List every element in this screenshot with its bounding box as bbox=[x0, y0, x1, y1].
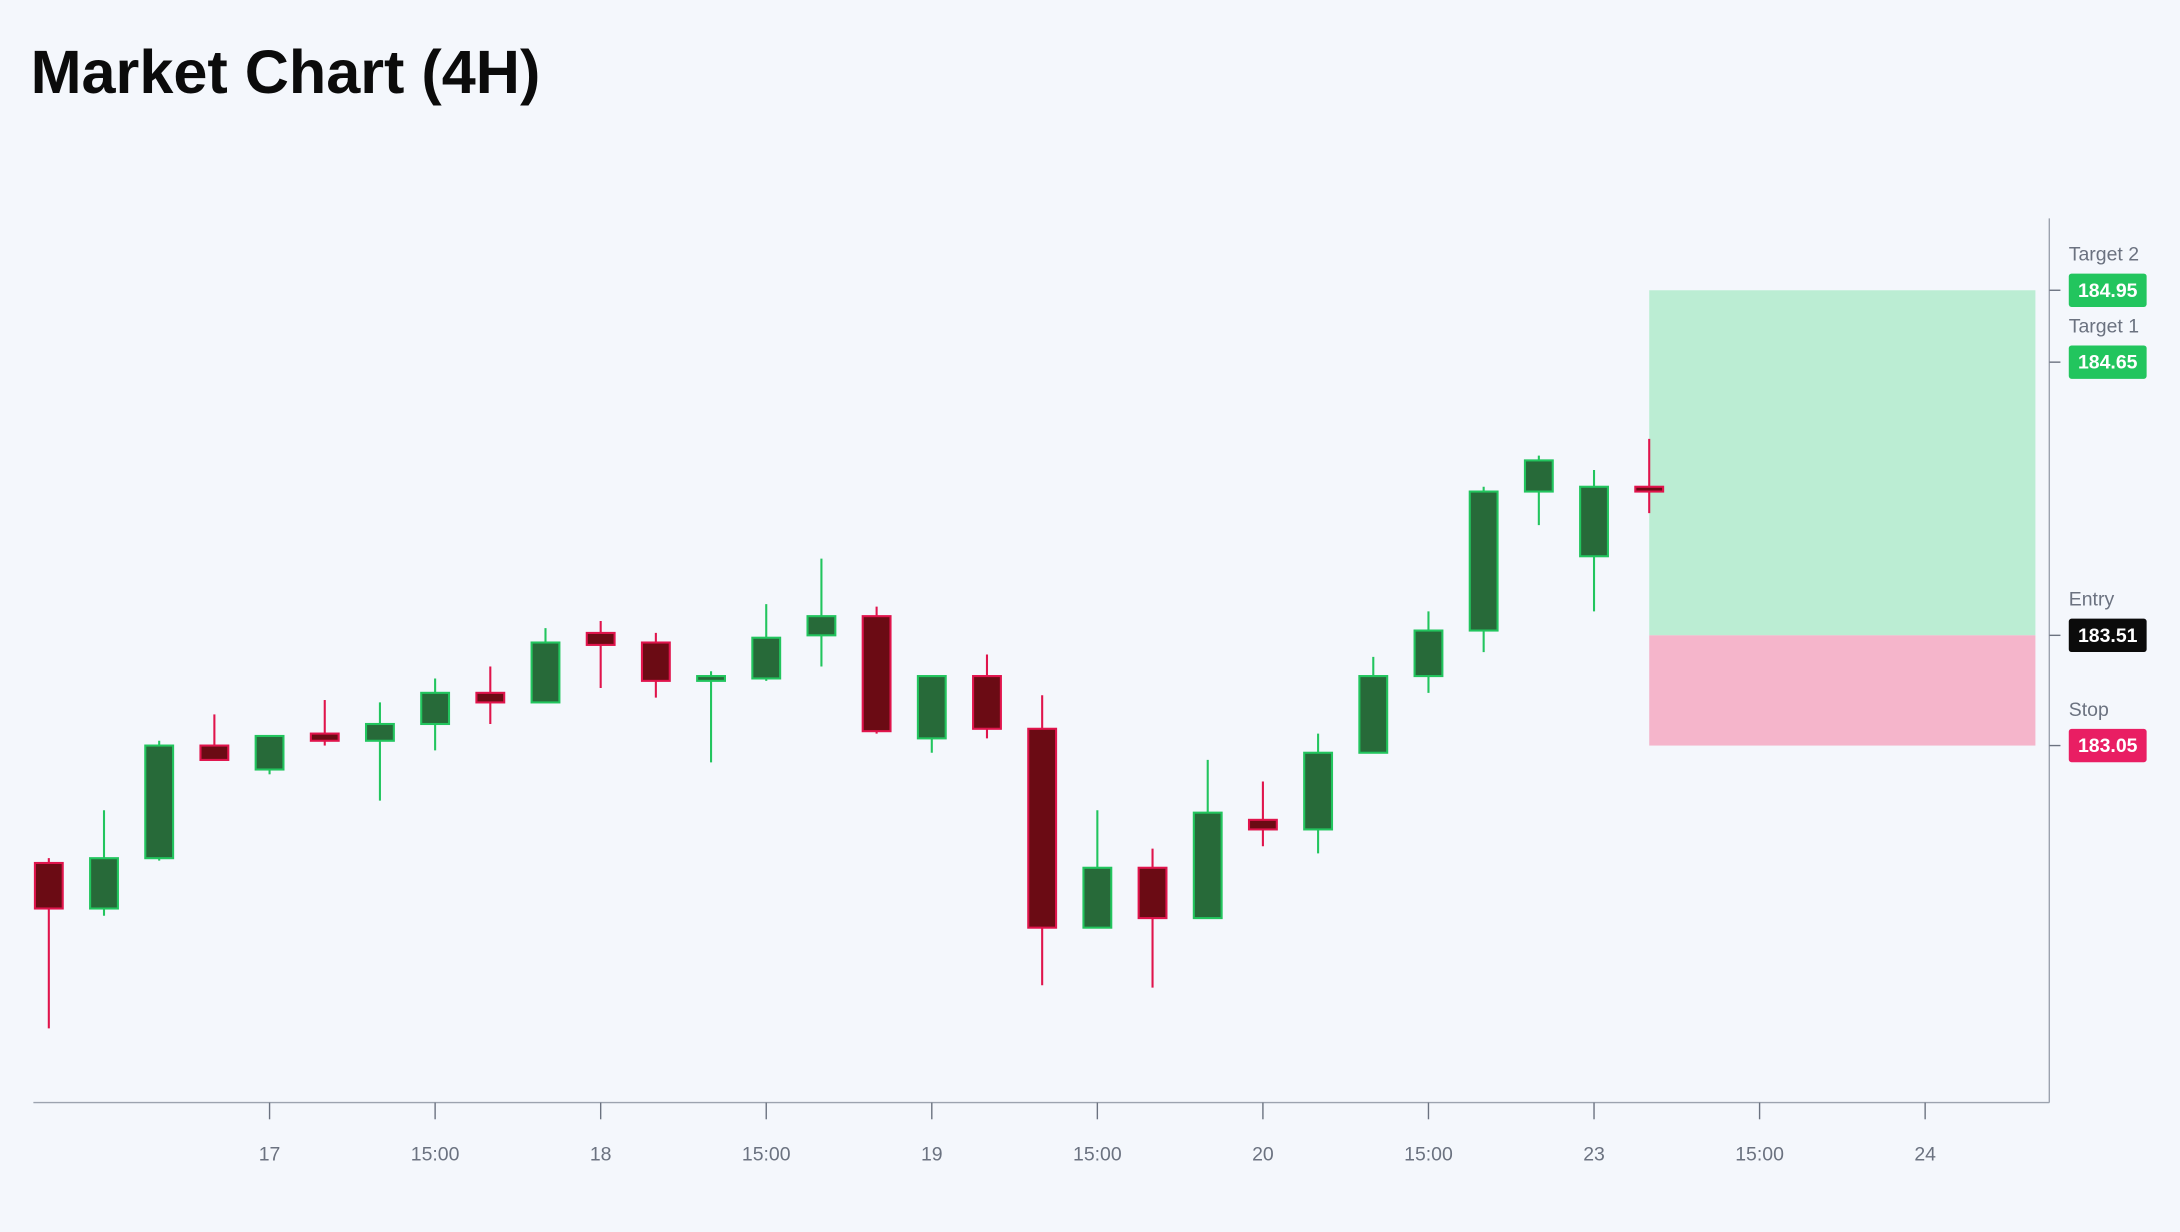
loss-zone bbox=[1649, 635, 2036, 746]
candle-body bbox=[1082, 866, 1113, 929]
chart-title: Market Chart (4H) bbox=[31, 38, 541, 106]
level-badge bbox=[2068, 345, 2147, 379]
candle-body bbox=[696, 675, 726, 682]
candle-body bbox=[916, 675, 947, 740]
level-badge bbox=[2068, 728, 2147, 763]
level-value: 183.05 bbox=[2078, 735, 2138, 757]
candle-body bbox=[364, 722, 395, 742]
x-tick-label: 15:00 bbox=[1073, 1144, 1122, 1166]
candle-body bbox=[1027, 727, 1058, 929]
level-badge bbox=[2068, 618, 2147, 653]
candle-body bbox=[751, 636, 782, 680]
candle-body bbox=[1634, 485, 1665, 493]
level-name: Target 1 bbox=[2069, 316, 2139, 338]
level-name: Stop bbox=[2069, 699, 2109, 721]
candle-body bbox=[254, 734, 285, 771]
candle-body bbox=[585, 631, 616, 646]
candle-body bbox=[1137, 866, 1168, 920]
candle-body bbox=[420, 691, 451, 726]
candle-body bbox=[1523, 459, 1554, 493]
candle-body bbox=[530, 641, 561, 704]
candle-body bbox=[33, 861, 64, 910]
candle-body bbox=[972, 675, 1002, 730]
profit-zone bbox=[1649, 290, 2036, 636]
x-tick-label: 15:00 bbox=[1404, 1144, 1453, 1166]
candle-body bbox=[199, 744, 230, 761]
candle-body bbox=[806, 615, 837, 637]
candle-body bbox=[144, 744, 175, 860]
level-value: 184.95 bbox=[2078, 280, 2138, 302]
x-tick-label: 18 bbox=[590, 1144, 612, 1166]
x-tick-label: 19 bbox=[921, 1144, 943, 1166]
candle-body bbox=[1358, 675, 1389, 754]
x-tick-label: 15:00 bbox=[1735, 1144, 1784, 1166]
x-tick-label: 20 bbox=[1252, 1144, 1274, 1166]
level-name: Entry bbox=[2069, 589, 2115, 611]
level-value: 183.51 bbox=[2078, 625, 2138, 647]
candle-body bbox=[309, 732, 340, 742]
x-tick-label: 23 bbox=[1583, 1144, 1605, 1166]
x-tick-label: 15:00 bbox=[411, 1144, 460, 1166]
x-tick-label: 24 bbox=[1914, 1144, 1936, 1166]
level-badge bbox=[2068, 273, 2147, 307]
candle-body bbox=[861, 615, 892, 733]
level-name: Target 2 bbox=[2069, 244, 2139, 266]
candle-body bbox=[640, 641, 671, 682]
candle-body bbox=[1247, 818, 1278, 831]
candle-body bbox=[1468, 490, 1499, 632]
candle-body bbox=[89, 857, 119, 910]
level-value: 184.65 bbox=[2078, 352, 2138, 374]
candle-body bbox=[1579, 485, 1609, 558]
candle-body bbox=[1413, 629, 1444, 678]
x-tick-label: 17 bbox=[259, 1144, 281, 1166]
candle-body bbox=[1192, 811, 1223, 920]
candle-body bbox=[475, 691, 506, 704]
x-tick-label: 15:00 bbox=[742, 1144, 791, 1166]
candle-body bbox=[1303, 751, 1334, 831]
